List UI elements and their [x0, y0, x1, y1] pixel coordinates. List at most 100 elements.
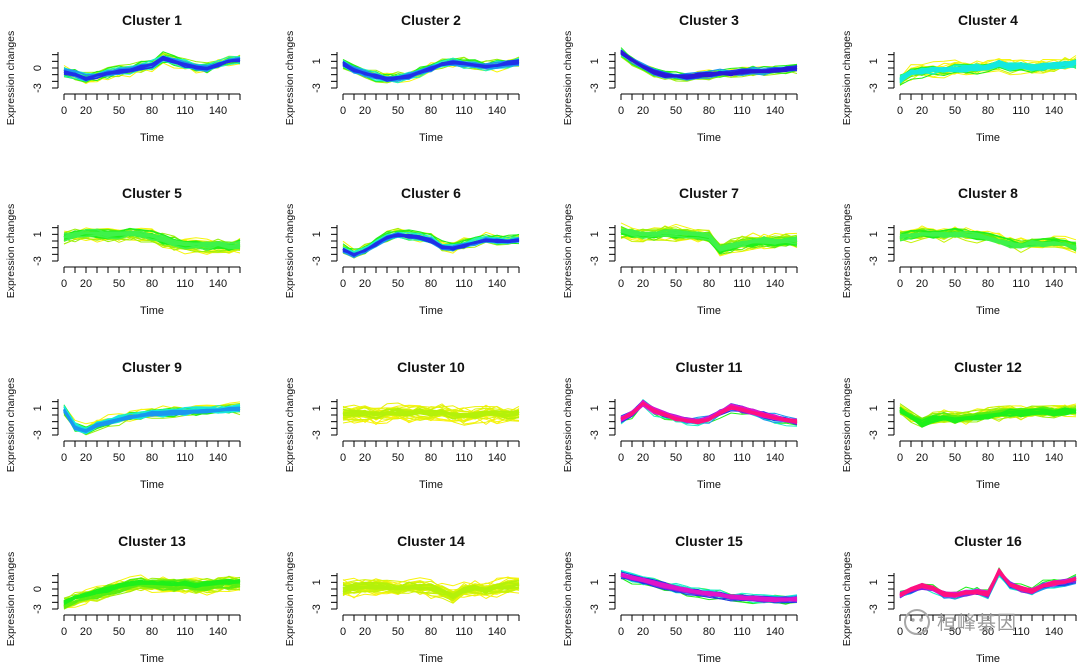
- x-tick-label: 0: [897, 105, 903, 117]
- x-tick-label: 80: [703, 278, 715, 290]
- series-group: [64, 402, 240, 435]
- x-tick-label: 110: [455, 452, 473, 464]
- y-axis-label: Expression changes: [284, 552, 296, 647]
- x-tick-label: 140: [1045, 105, 1063, 117]
- x-tick-label: 140: [766, 278, 784, 290]
- x-tick-label: 20: [80, 626, 92, 638]
- x-tick-label: 50: [949, 278, 961, 290]
- x-axis-label: Time: [140, 132, 164, 144]
- y-axis-label: Expression changes: [562, 31, 574, 126]
- y-tick-label: -3: [868, 430, 880, 440]
- y-axis-label: Expression changes: [562, 552, 574, 647]
- panel-title: Cluster 7: [679, 185, 739, 201]
- y-tick-label: -3: [589, 83, 601, 93]
- x-tick-label: 0: [61, 626, 67, 638]
- panel-1: Cluster 10 20 50 80 110 140Time0-3Expression …: [5, 12, 240, 144]
- wechat-icon-eye-left: [911, 618, 914, 621]
- panel-title: Cluster 3: [679, 12, 739, 28]
- series-group: [621, 48, 797, 82]
- y-axis-label: Expression changes: [5, 552, 17, 647]
- x-tick-label: 80: [703, 452, 715, 464]
- x-tick-label: 0: [897, 452, 903, 464]
- panel-title: Cluster 12: [954, 359, 1022, 375]
- x-tick-label: 20: [80, 452, 92, 464]
- x-tick-label: 80: [982, 452, 994, 464]
- x-tick-label: 110: [176, 105, 194, 117]
- x-tick-label: 110: [1012, 105, 1030, 117]
- x-tick-label: 0: [340, 105, 346, 117]
- x-axis-label: Time: [976, 305, 1000, 317]
- x-tick-label: 140: [209, 105, 227, 117]
- y-tick-label: -3: [311, 256, 323, 266]
- x-axis-label: Time: [419, 305, 443, 317]
- y-tick-label: -3: [868, 256, 880, 266]
- y-tick-label: -3: [311, 430, 323, 440]
- x-tick-label: 110: [176, 278, 194, 290]
- panel-9: Cluster 90 20 50 80 110 140Time1-3Expression …: [5, 359, 240, 491]
- x-tick-label: 0: [618, 626, 624, 638]
- series-group: [343, 228, 519, 258]
- panel-12: Cluster 120 20 50 80 110 140Time1-3Expression…: [841, 359, 1076, 491]
- series-group: [343, 403, 519, 425]
- series-group: [64, 228, 240, 255]
- y-axis-label: Expression changes: [841, 552, 853, 647]
- x-axis-label: Time: [419, 132, 443, 144]
- panel-title: Cluster 14: [397, 533, 465, 549]
- y-tick-label: 0: [32, 586, 44, 592]
- x-tick-label: 50: [113, 278, 125, 290]
- panel-5: Cluster 5 0 20 50 80 110 140 Time 1 -3 Expression …: [5, 185, 240, 317]
- x-tick-label: 0: [340, 452, 346, 464]
- x-tick-label: 20: [637, 452, 649, 464]
- x-tick-label: 80: [425, 278, 437, 290]
- y-axis-label: Expression changes: [284, 31, 296, 126]
- x-tick-label: 50: [949, 105, 961, 117]
- x-tick-label: 110: [1012, 278, 1030, 290]
- x-tick-label: 0: [618, 105, 624, 117]
- x-tick-label: 50: [113, 452, 125, 464]
- x-tick-label: 140: [1045, 278, 1063, 290]
- panel-title: Cluster 4: [958, 12, 1018, 28]
- x-tick-label: 110: [733, 452, 751, 464]
- y-tick-label: 1: [311, 579, 323, 585]
- y-tick-label: 1: [311, 231, 323, 237]
- x-tick-label: 110: [176, 626, 194, 638]
- x-tick-label: 140: [488, 452, 506, 464]
- y-tick-label: 1: [589, 405, 601, 411]
- panel-title: Cluster 8: [958, 185, 1018, 201]
- x-axis-label: Time: [697, 305, 721, 317]
- series-group: [621, 570, 797, 604]
- x-tick-label: 50: [670, 626, 682, 638]
- y-tick-label: -3: [32, 430, 44, 440]
- panel-title: Cluster 2: [401, 12, 461, 28]
- x-axis-label: Time: [697, 479, 721, 491]
- series-group: [900, 226, 1076, 253]
- y-tick-label: -3: [589, 430, 601, 440]
- y-axis-label: Expression changes: [284, 378, 296, 473]
- x-tick-label: 50: [113, 626, 125, 638]
- y-axis-label: Expression changes: [5, 31, 17, 126]
- x-axis-label: Time: [140, 305, 164, 317]
- y-tick-label: 1: [868, 58, 880, 64]
- panel-16: Cluster 160 20 50 80 110 140Time1-3Expression…: [841, 533, 1076, 665]
- series-line-core: [900, 572, 1076, 596]
- y-tick-label: 1: [589, 58, 601, 64]
- y-tick-label: -3: [32, 604, 44, 614]
- x-tick-label: 140: [488, 278, 506, 290]
- series-group: [343, 577, 519, 603]
- panel-title: Cluster 5: [122, 185, 182, 201]
- x-tick-label: 80: [146, 452, 158, 464]
- x-tick-label: 20: [637, 105, 649, 117]
- y-tick-label: -3: [868, 83, 880, 93]
- panel-title: Cluster 6: [401, 185, 461, 201]
- x-axis-label: Time: [976, 132, 1000, 144]
- panel-2: Cluster 20 20 50 80 110 140Time1-3Expression …: [284, 12, 519, 144]
- x-tick-label: 20: [637, 278, 649, 290]
- y-axis-label: Expression changes: [841, 204, 853, 299]
- x-tick-label: 50: [392, 452, 404, 464]
- x-tick-label: 110: [733, 278, 751, 290]
- y-axis-label: Expression changes: [841, 378, 853, 473]
- x-tick-label: 20: [637, 626, 649, 638]
- y-tick-label: -3: [32, 83, 44, 93]
- y-axis-label: Expression changes: [562, 204, 574, 299]
- panel-title: Cluster 11: [676, 359, 743, 375]
